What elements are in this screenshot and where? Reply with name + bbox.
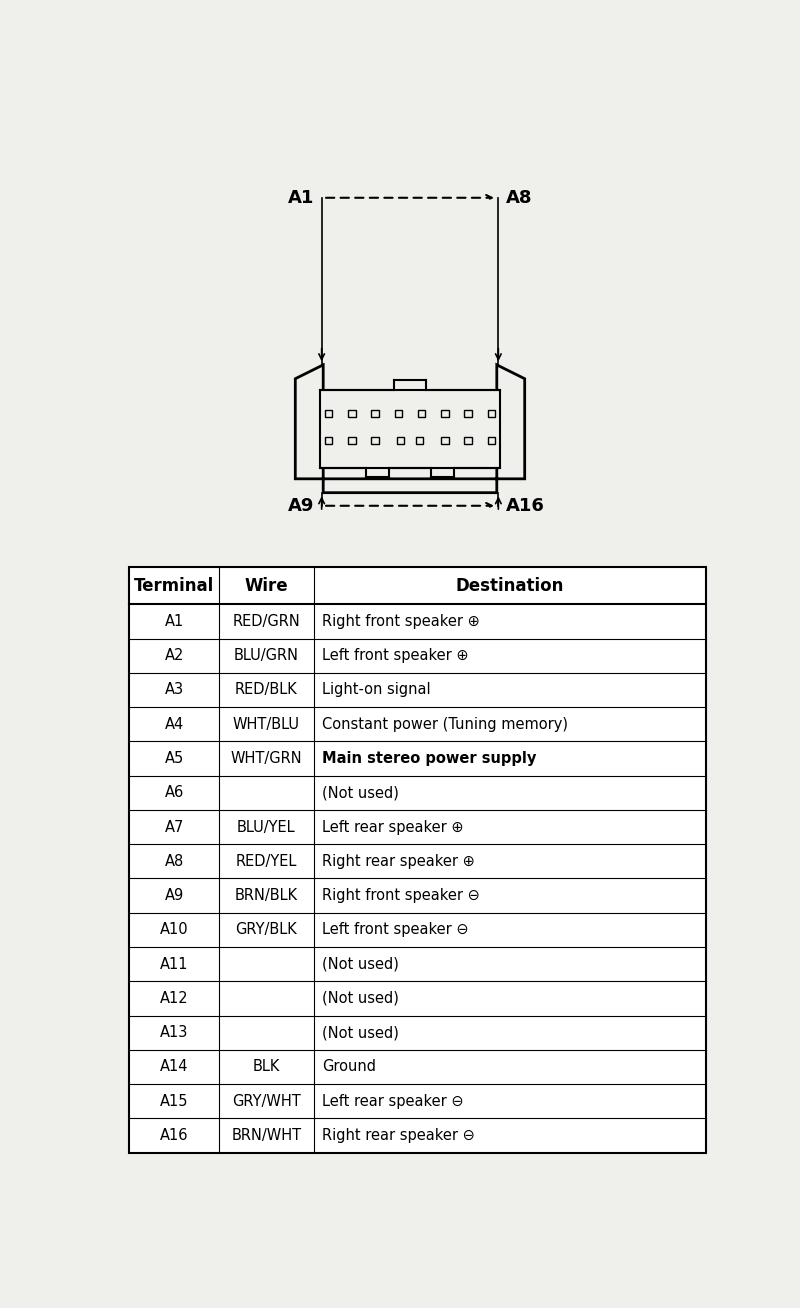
Text: Terminal: Terminal [134, 577, 214, 595]
Text: A1: A1 [287, 188, 314, 207]
Bar [371, 437, 379, 443]
Text: Left front speaker ⊕: Left front speaker ⊕ [322, 649, 468, 663]
Bar [441, 409, 449, 417]
Text: A12: A12 [160, 991, 189, 1006]
Text: BLU/YEL: BLU/YEL [237, 820, 296, 835]
Text: A9: A9 [165, 888, 184, 903]
Text: Left rear speaker ⊖: Left rear speaker ⊖ [322, 1093, 463, 1109]
Text: RED/GRN: RED/GRN [233, 613, 300, 629]
Text: A5: A5 [165, 751, 184, 766]
Text: (Not used): (Not used) [322, 956, 398, 972]
Text: A1: A1 [165, 613, 184, 629]
Text: GRY/BLK: GRY/BLK [235, 922, 298, 938]
Text: A14: A14 [160, 1059, 188, 1074]
Bar [441, 437, 449, 443]
Text: GRY/WHT: GRY/WHT [232, 1093, 301, 1109]
Text: A11: A11 [160, 956, 188, 972]
Text: BLU/GRN: BLU/GRN [234, 649, 299, 663]
Bar [465, 437, 472, 443]
Bar [371, 409, 379, 417]
Text: RED/YEL: RED/YEL [236, 854, 297, 869]
Text: A15: A15 [160, 1093, 188, 1109]
Text: A6: A6 [165, 785, 184, 800]
Text: Right rear speaker ⊕: Right rear speaker ⊕ [322, 854, 474, 869]
Bar [348, 409, 355, 417]
Text: A8: A8 [506, 188, 533, 207]
Text: Left front speaker ⊖: Left front speaker ⊖ [322, 922, 468, 938]
Text: Right front speaker ⊖: Right front speaker ⊖ [322, 888, 479, 903]
Text: BRN/WHT: BRN/WHT [231, 1127, 302, 1143]
Text: Light-on signal: Light-on signal [322, 683, 430, 697]
Text: A2: A2 [165, 649, 184, 663]
Text: Main stereo power supply: Main stereo power supply [322, 751, 536, 766]
Text: WHT/BLU: WHT/BLU [233, 717, 300, 731]
Text: (Not used): (Not used) [322, 991, 398, 1006]
Bar [488, 437, 495, 443]
Text: A7: A7 [165, 820, 184, 835]
Text: Destination: Destination [456, 577, 564, 595]
Text: RED/BLK: RED/BLK [235, 683, 298, 697]
Text: (Not used): (Not used) [322, 1025, 398, 1040]
Text: A16: A16 [160, 1127, 188, 1143]
Bar [320, 390, 500, 468]
Text: A10: A10 [160, 922, 189, 938]
Bar [488, 409, 495, 417]
Text: Constant power (Tuning memory): Constant power (Tuning memory) [322, 717, 568, 731]
Text: Right front speaker ⊕: Right front speaker ⊕ [322, 613, 479, 629]
Bar [348, 437, 355, 443]
Text: BRN/BLK: BRN/BLK [235, 888, 298, 903]
Bar [325, 437, 332, 443]
Text: Wire: Wire [245, 577, 288, 595]
Bar [416, 437, 423, 443]
Text: BLK: BLK [253, 1059, 280, 1074]
Text: WHT/GRN: WHT/GRN [230, 751, 302, 766]
Text: A16: A16 [506, 497, 545, 515]
Text: A4: A4 [165, 717, 184, 731]
Bar [394, 409, 402, 417]
Text: A13: A13 [160, 1025, 188, 1040]
Text: Left rear speaker ⊕: Left rear speaker ⊕ [322, 820, 463, 835]
Bar [130, 568, 706, 1152]
Bar [397, 437, 404, 443]
Bar [465, 409, 472, 417]
Text: Right rear speaker ⊖: Right rear speaker ⊖ [322, 1127, 474, 1143]
Text: Ground: Ground [322, 1059, 376, 1074]
Bar [130, 568, 706, 1152]
Bar [325, 409, 332, 417]
Polygon shape [295, 365, 525, 493]
Bar [418, 409, 426, 417]
Text: A8: A8 [165, 854, 184, 869]
Text: A9: A9 [287, 497, 314, 515]
Text: (Not used): (Not used) [322, 785, 398, 800]
Text: A3: A3 [165, 683, 184, 697]
